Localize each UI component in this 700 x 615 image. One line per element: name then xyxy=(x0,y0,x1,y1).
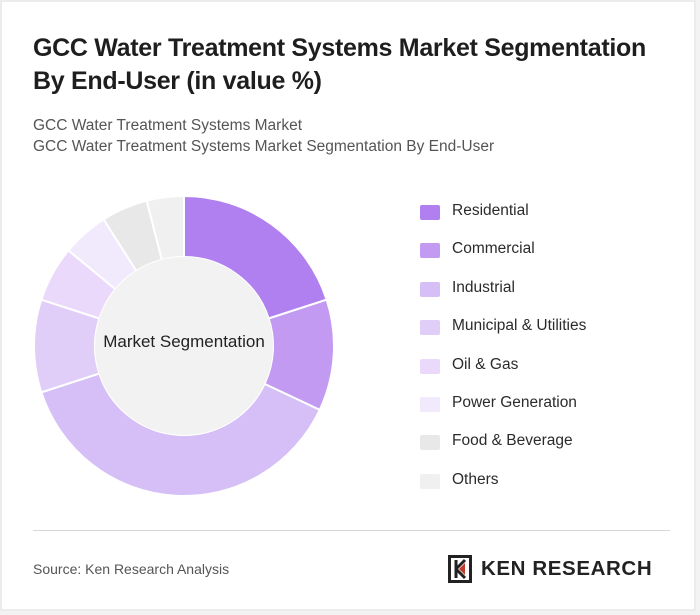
legend-item-power-generation[interactable]: Power Generation xyxy=(420,392,680,414)
legend-item-oil-gas[interactable]: Oil & Gas xyxy=(420,354,680,376)
legend-swatch xyxy=(420,397,440,412)
legend-label: Oil & Gas xyxy=(452,355,519,373)
legend-item-others[interactable]: Others xyxy=(420,469,680,491)
legend-item-food-beverage[interactable]: Food & Beverage xyxy=(420,430,680,452)
subtitle-line-1: GCC Water Treatment Systems Market xyxy=(33,117,303,134)
donut-chart xyxy=(33,194,335,497)
legend-label: Municipal & Utilities xyxy=(452,317,587,335)
legend-label: Industrial xyxy=(452,278,515,296)
legend-label: Residential xyxy=(452,202,529,219)
legend-item-municipal-utilities[interactable]: Municipal & Utilities xyxy=(420,315,680,337)
legend-swatch xyxy=(420,281,440,297)
legend-swatch xyxy=(420,473,440,489)
footer-divider xyxy=(33,530,670,531)
legend-item-commercial[interactable]: Commercial xyxy=(420,238,680,260)
legend-swatch xyxy=(420,435,440,451)
chart-subtitle: GCC Water Treatment Systems Market GCC W… xyxy=(33,115,653,157)
legend-swatch xyxy=(420,243,440,259)
legend-label: Others xyxy=(452,470,499,488)
legend-item-industrial[interactable]: Industrial xyxy=(420,277,680,299)
donut-center-label: Market Segmentation xyxy=(103,332,265,351)
legend-swatch xyxy=(420,358,440,374)
subtitle-line-2: GCC Water Treatment Systems Market Segme… xyxy=(33,138,495,155)
ken-research-logo-text: KEN RESEARCH xyxy=(481,557,653,580)
legend-label: Power Generation xyxy=(452,394,577,411)
source-note: Source: Ken Research Analysis xyxy=(33,561,230,577)
legend-swatch xyxy=(420,205,440,220)
legend-item-residential[interactable]: Residential xyxy=(420,200,680,222)
ken-research-logo-icon xyxy=(448,555,472,583)
donut-hole xyxy=(95,257,273,435)
legend-label: Commercial xyxy=(452,240,535,258)
legend-swatch xyxy=(420,320,440,336)
ken-research-logo: KEN RESEARCH xyxy=(448,555,673,583)
legend-label: Food & Beverage xyxy=(452,432,573,450)
chart-title: GCC Water Treatment Systems Market Segme… xyxy=(33,34,646,95)
